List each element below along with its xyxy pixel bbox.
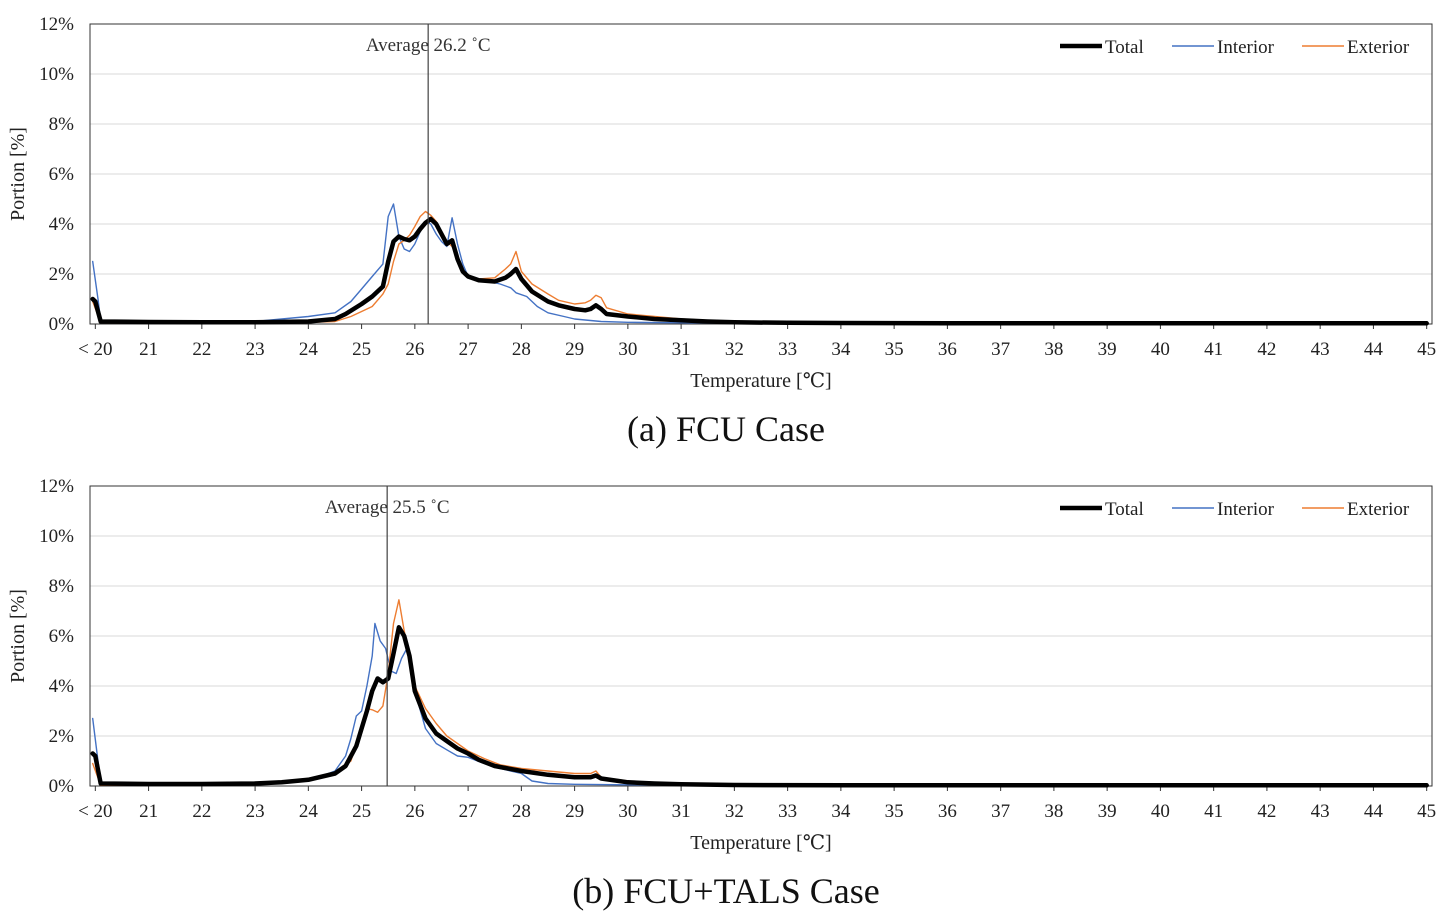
legend-label-exterior: Exterior [1347,37,1410,58]
x-tick-label: 45 [1417,339,1436,360]
x-tick-label: 41 [1204,339,1223,360]
chart-fcu-tals-case-svg: 0% 2% 4% 6% 8% 10% 12% < 20 21 22 23 24 25 26 27 28 29 30… [7,476,1436,854]
x-tick-label: 29 [565,801,584,822]
y-tick-label: 0% [49,314,75,335]
x-tick-label: 32 [725,339,744,360]
y-tick-label: 8% [49,576,75,597]
x-tick-label: 37 [991,339,1010,360]
average-annotation: Average 26.2 ˚C [366,35,491,56]
y-tick-label: 0% [49,776,75,797]
x-tick-label: < 20 [78,339,112,360]
y-axis-title: Portion [%] [7,127,29,221]
x-tick-label: 21 [139,801,158,822]
x-tick-label: 30 [618,801,637,822]
y-tick-label: 2% [49,726,75,747]
chart-fcu-case: 0% 2% 4% 6% 8% 10% 12% < 20 21 22 23 24 25 26 27 28 29 30… [0,0,1452,455]
x-tick-label: 22 [192,801,211,822]
x-tick-label: 45 [1417,801,1436,822]
y-tick-label: 12% [39,476,74,497]
series-line-exterior [92,210,1428,324]
x-tick-label: 24 [299,339,319,360]
chart-caption-fcu: (a) FCU Case [627,409,825,449]
series-line-total [90,625,1429,788]
series-line-total [90,216,1429,326]
x-tick-label: 36 [938,801,957,822]
x-axis-title: Temperature [℃] [690,370,831,392]
x-tick-label: 42 [1257,801,1276,822]
x-tick-label: 33 [778,339,797,360]
x-tick-label: 40 [1151,801,1170,822]
y-tick-label: 8% [49,114,75,135]
x-tick-label: 42 [1257,339,1276,360]
y-tick-label: 2% [49,264,75,285]
x-tick-label: 38 [1044,801,1063,822]
x-tick-label: 35 [885,801,904,822]
y-tick-label: 6% [49,626,75,647]
legend-label-exterior: Exterior [1347,499,1410,520]
x-tick-label: 30 [618,339,637,360]
x-tick-label: 31 [672,801,691,822]
x-tick-label: 35 [885,339,904,360]
x-tick-label: 33 [778,801,797,822]
x-tick-label: 21 [139,339,158,360]
x-tick-label: 26 [405,801,424,822]
x-tick-label: 37 [991,801,1010,822]
x-tick-label: 23 [246,339,265,360]
x-tick-label: 26 [405,339,424,360]
x-tick-label: 23 [246,801,265,822]
y-tick-label: 4% [49,214,75,235]
x-tick-label: 44 [1364,339,1384,360]
x-tick-label: 34 [831,801,851,822]
x-tick-label: 36 [938,339,957,360]
x-tick-label: 28 [512,801,531,822]
x-tick-label: 41 [1204,801,1223,822]
legend-label-interior: Interior [1217,499,1275,520]
series-line-exterior [92,599,1428,786]
y-tick-label: 10% [39,64,74,85]
x-tick-label: < 20 [78,801,112,822]
series-line-interior [92,203,1428,324]
legend-label-interior: Interior [1217,37,1275,58]
legend-label-total: Total [1105,499,1144,520]
chart-caption-fcu-tals: (b) FCU+TALS Case [572,871,880,911]
x-tick-label: 39 [1098,801,1117,822]
x-tick-label: 32 [725,801,744,822]
y-tick-label: 12% [39,14,74,35]
y-tick-label: 6% [49,164,75,185]
x-tick-label: 43 [1311,339,1330,360]
y-axis-title: Portion [%] [7,589,29,683]
y-tick-label: 10% [39,526,74,547]
x-tick-label: 27 [459,339,478,360]
y-tick-label: 4% [49,676,75,697]
x-tick-label: 29 [565,339,584,360]
x-tick-label: 38 [1044,339,1063,360]
average-annotation: Average 25.5 ˚C [325,497,450,518]
legend-label-total: Total [1105,37,1144,58]
x-tick-label: 44 [1364,801,1384,822]
x-tick-label: 22 [192,339,211,360]
x-tick-label: 25 [352,801,371,822]
chart-fcu-tals-case: 0% 2% 4% 6% 8% 10% 12% < 20 21 22 23 24 25 26 27 28 29 30… [0,462,1452,917]
x-tick-label: 24 [299,801,319,822]
x-tick-label: 31 [672,339,691,360]
x-tick-label: 25 [352,339,371,360]
series-line-interior [92,622,1428,786]
x-tick-label: 43 [1311,801,1330,822]
x-axis-title: Temperature [℃] [690,832,831,854]
x-tick-label: 40 [1151,339,1170,360]
x-tick-label: 28 [512,339,531,360]
x-tick-label: 27 [459,801,478,822]
x-tick-label: 39 [1098,339,1117,360]
chart-fcu-case-svg: 0% 2% 4% 6% 8% 10% 12% < 20 21 22 23 24 25 26 27 28 29 30… [7,14,1436,392]
x-tick-label: 34 [831,339,851,360]
